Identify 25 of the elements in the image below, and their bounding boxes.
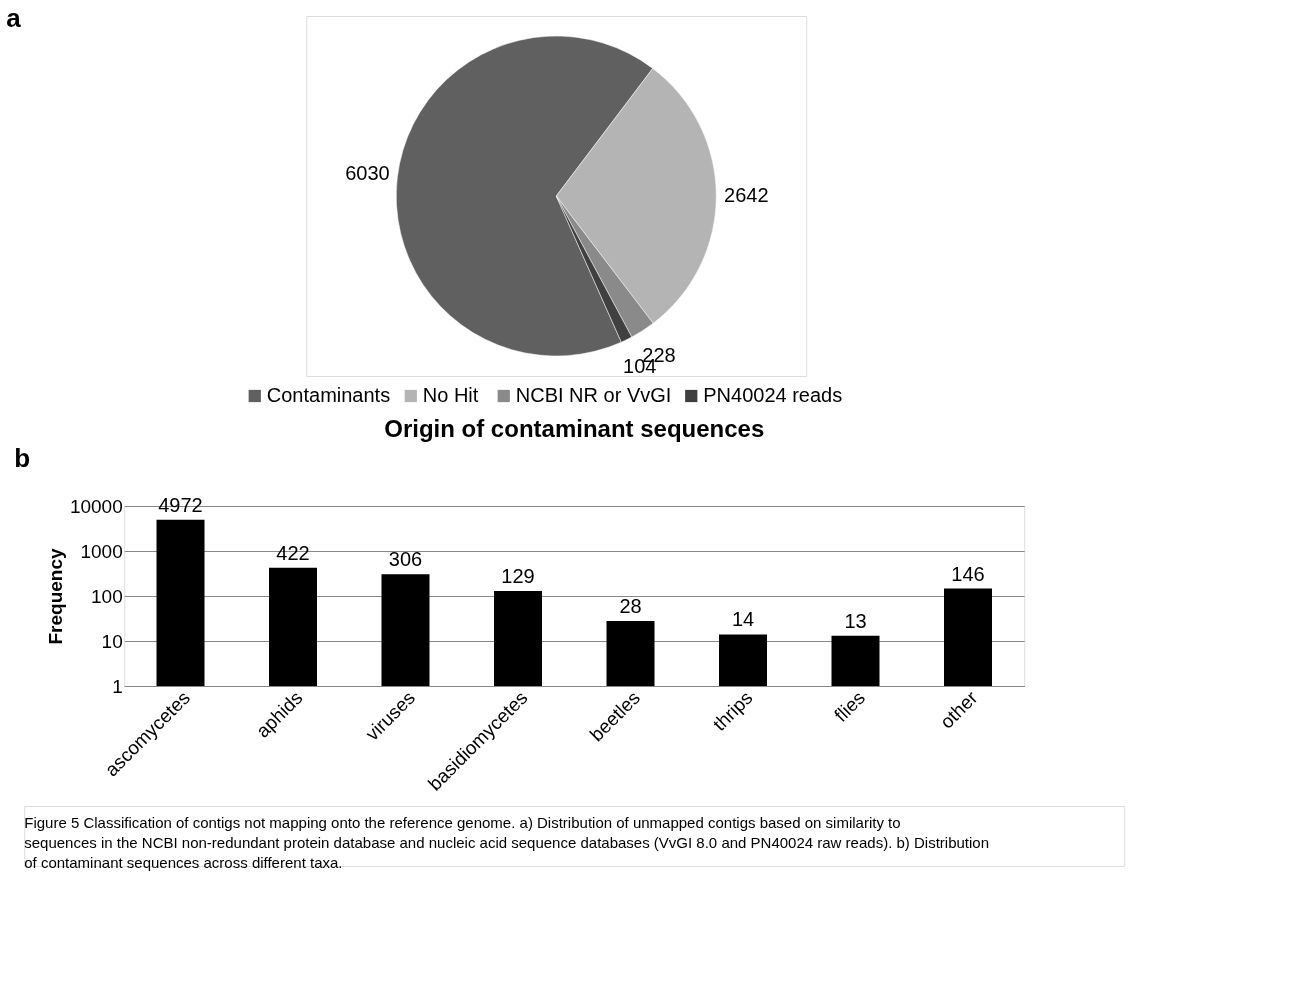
- data-label: 146: [951, 562, 985, 585]
- data-label: 306: [388, 548, 423, 571]
- data-label: 6030: [345, 162, 390, 185]
- data-label: 422: [276, 541, 310, 564]
- x-tick-label: flies: [830, 687, 869, 726]
- text: a: [6, 3, 22, 33]
- y-tick-label: 1000: [80, 540, 123, 562]
- y-tick-label: 10000: [69, 495, 123, 517]
- legend-label: Contaminants: [266, 384, 391, 406]
- y-tick-label: 10: [101, 630, 123, 652]
- data-label: 14: [731, 608, 755, 631]
- caption: Figure 5 Classification of contigs not mapping onto the reference genome. a) Distribution of unmapped contigs based on similarity to sequences in the NCBI non-redundant protein database and nucleic acid sequence databases (VvGI 8.0 and PN40024 raw reads). b) Distribution of contaminant sequences across different taxa.: [24, 814, 990, 871]
- data-label: 13: [844, 609, 867, 632]
- legend-label: NCBI NR or VvGI: [515, 384, 672, 406]
- data-label: 129: [501, 565, 535, 588]
- data-label: 28: [619, 594, 642, 617]
- chart-title: Origin of contaminant sequences: [384, 415, 765, 442]
- y-tick-label: 1: [112, 675, 123, 697]
- text: b: [14, 443, 31, 473]
- y-axis-title: Frequency: [44, 548, 66, 645]
- data-label: 4972: [158, 493, 203, 516]
- legend-label: PN40024 reads: [703, 384, 843, 406]
- data-label: 2642: [724, 183, 769, 206]
- legend-label: No Hit: [422, 384, 479, 406]
- y-tick-label: 100: [91, 585, 123, 607]
